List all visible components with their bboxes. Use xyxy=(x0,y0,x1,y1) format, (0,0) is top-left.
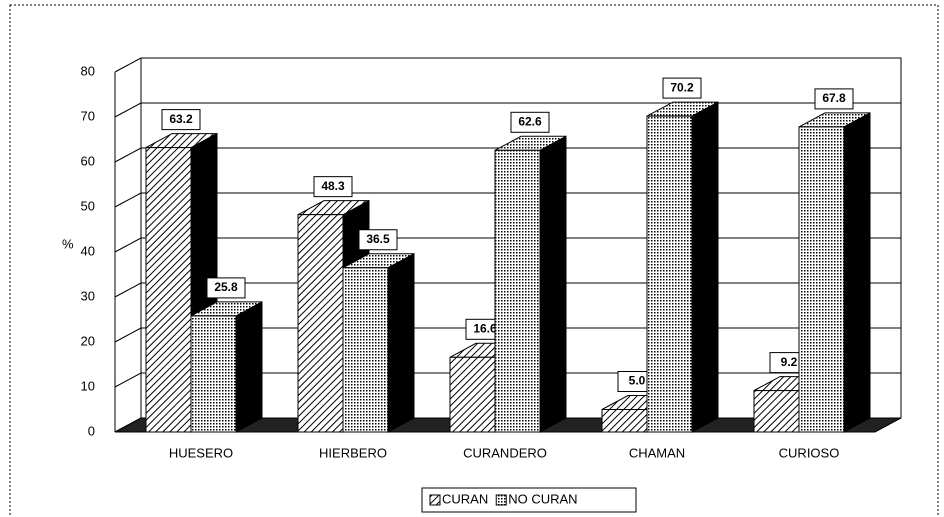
bar xyxy=(798,126,845,433)
bar xyxy=(646,115,693,433)
bar-side xyxy=(691,101,719,433)
value-label: 63.2 xyxy=(169,112,193,126)
bar xyxy=(753,390,800,433)
value-label: 36.5 xyxy=(366,232,390,246)
frame xyxy=(9,4,939,517)
y-tick-label: 60 xyxy=(81,153,95,168)
legend-label: NO CURAN xyxy=(508,491,577,506)
value-label: 5.0 xyxy=(629,374,646,388)
y-tick-label: 0 xyxy=(88,423,95,438)
bar xyxy=(494,149,541,433)
bar xyxy=(297,214,344,433)
y-tick-label: 50 xyxy=(81,198,95,213)
y-tick-label: 40 xyxy=(81,243,95,258)
legend-box xyxy=(421,487,637,513)
grid-line xyxy=(114,237,142,253)
legend-swatch xyxy=(429,494,441,506)
grid-line xyxy=(114,57,142,73)
bar xyxy=(190,315,237,433)
grid-line xyxy=(114,327,142,343)
y-tick-label: 70 xyxy=(81,108,95,123)
y-tick-label: 20 xyxy=(81,333,95,348)
bar-side xyxy=(843,112,871,433)
y-axis-label: % xyxy=(62,236,74,251)
x-tick-label: CURIOSO xyxy=(779,445,840,460)
bar xyxy=(449,356,496,433)
value-label-box xyxy=(313,176,353,198)
y-tick-label: 10 xyxy=(81,378,95,393)
x-tick-label: HIERBERO xyxy=(319,445,387,460)
grid-line xyxy=(114,147,142,163)
value-label-box xyxy=(161,109,201,131)
grid-line xyxy=(114,282,142,298)
value-label-box xyxy=(814,88,854,110)
legend-swatch xyxy=(495,494,507,506)
value-label-box xyxy=(662,77,702,99)
value-label: 70.2 xyxy=(670,80,694,94)
value-label-box xyxy=(358,229,398,251)
value-label: 16.6 xyxy=(473,321,497,335)
x-tick-label: CHAMAN xyxy=(629,445,685,460)
x-tick-label: HUESERO xyxy=(169,445,233,460)
value-label: 62.6 xyxy=(518,114,542,128)
grid-line xyxy=(114,372,142,388)
bar-side xyxy=(235,301,263,433)
bar-side xyxy=(539,135,567,433)
value-label-box xyxy=(510,111,550,133)
x-tick-label: CURANDERO xyxy=(463,445,547,460)
value-label: 25.8 xyxy=(214,280,238,294)
legend-label: CURAN xyxy=(442,491,488,506)
grid-line xyxy=(114,192,142,208)
grid-line xyxy=(114,102,142,118)
value-label: 9.2 xyxy=(781,355,798,369)
bar xyxy=(601,409,648,433)
y-tick-label: 80 xyxy=(81,63,95,78)
bar xyxy=(342,267,389,433)
bar xyxy=(145,147,192,433)
bar-side xyxy=(387,252,415,433)
value-label: 48.3 xyxy=(321,179,345,193)
y-tick-label: 30 xyxy=(81,288,95,303)
value-label: 67.8 xyxy=(822,91,846,105)
value-label-box xyxy=(206,277,246,299)
